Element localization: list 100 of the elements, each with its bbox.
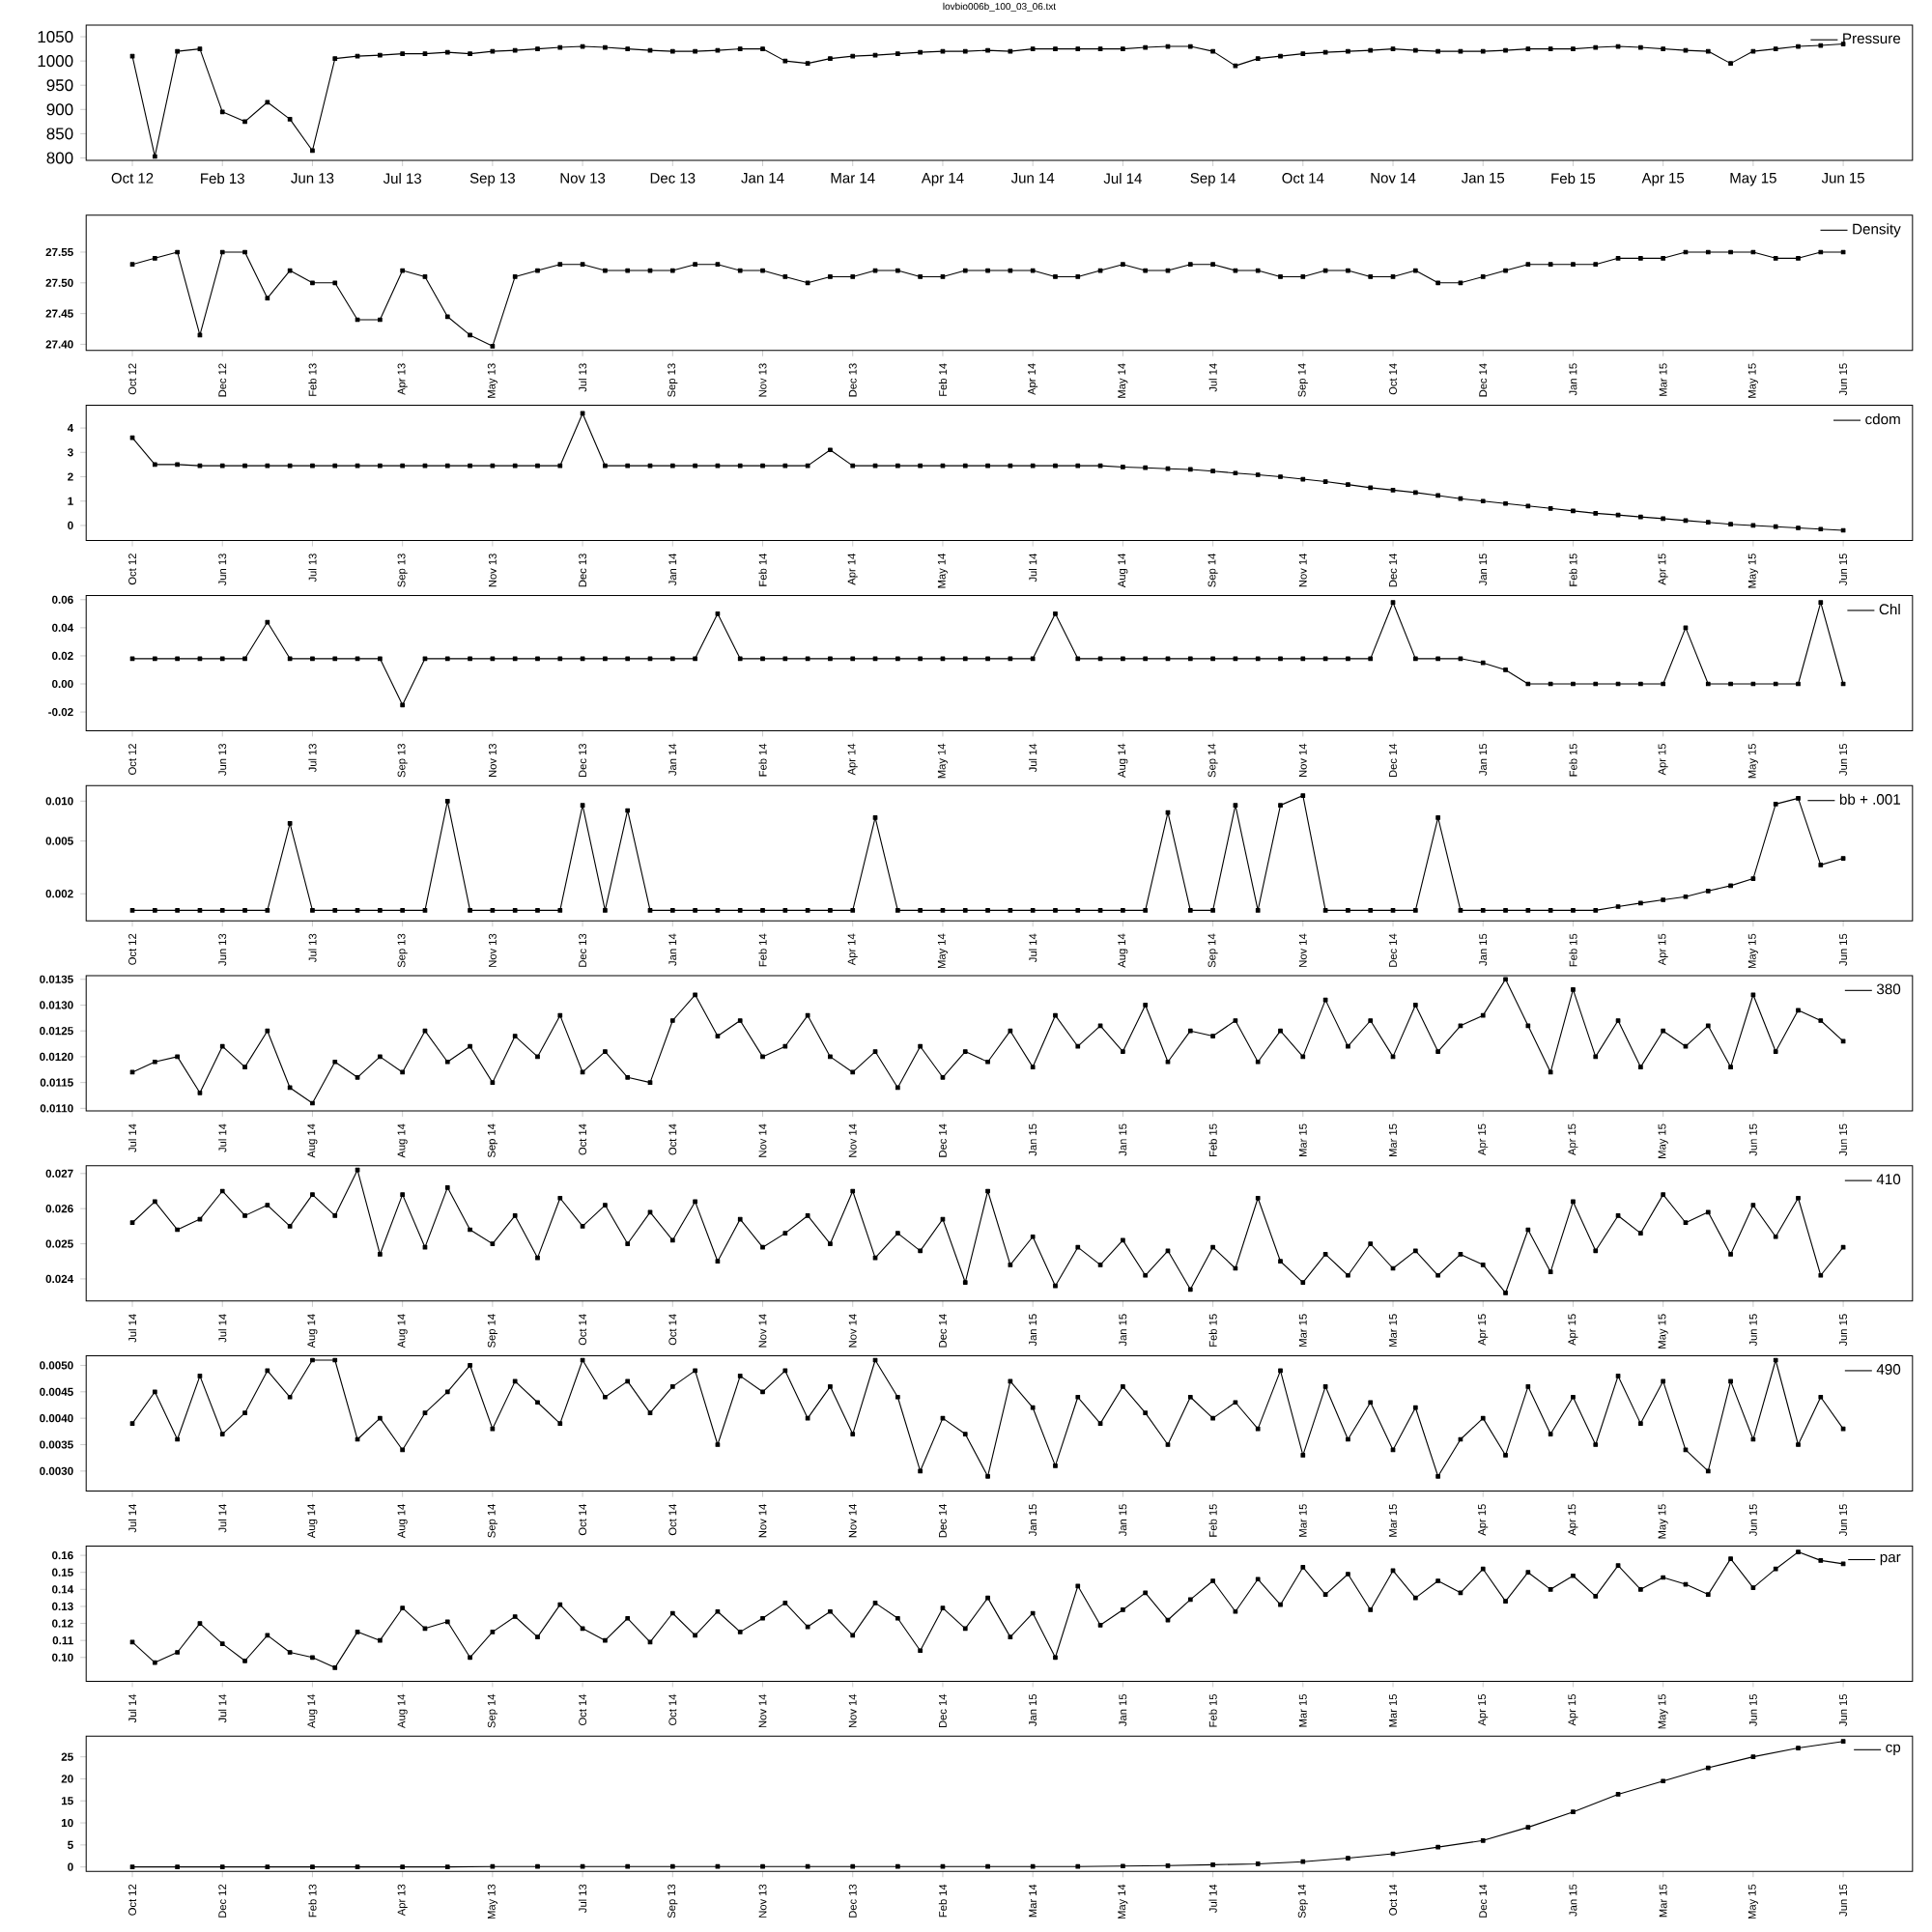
x-tick-label: Aug 14	[307, 1693, 318, 1728]
x-tick-label: Jun 15	[1839, 743, 1847, 776]
y-tick-label: 3	[67, 448, 73, 457]
y-tick-label: 2	[68, 472, 73, 481]
x-tick-label: Jan 15	[1119, 1314, 1127, 1347]
x-tick-label: Dec 12	[218, 363, 227, 397]
x-tick-label: Mar 15	[1298, 1504, 1307, 1537]
y-tick-label: 0.0120	[40, 1052, 73, 1062]
y-tick-label: 0.14	[52, 1585, 74, 1594]
x-tick-label: Nov 13	[560, 173, 606, 184]
x-tick-label: Mar 14	[831, 173, 875, 184]
x-tick-label: Feb 13	[308, 1884, 317, 1918]
x-tick-label: Feb 15	[1208, 1693, 1217, 1727]
point	[1121, 1863, 1125, 1869]
x-tick-label: Aug 14	[1118, 743, 1128, 778]
legend-label: cp	[1886, 1744, 1901, 1756]
y-tick-label: 25	[61, 1752, 73, 1761]
x-tick-label: May 14	[1118, 363, 1128, 398]
y-tick-label: 0.04	[52, 623, 74, 632]
x-tick-label: May 15	[1747, 933, 1758, 969]
x-tick-label: Dec 13	[848, 1884, 857, 1918]
y-tick-label: 0.025	[45, 1239, 73, 1248]
x-tick-label: Jun 15	[1748, 1123, 1757, 1156]
x-tick-label: Sep 14	[487, 1693, 497, 1728]
x-tick-label: Sep 14	[1208, 933, 1218, 968]
x-tick-label: Oct 14	[668, 1123, 677, 1155]
x-tick-label: Sep 13	[397, 743, 408, 778]
x-tick-label: Jan 14	[668, 743, 677, 776]
point	[400, 1864, 406, 1870]
x-tick-label: Jun 15	[1839, 1123, 1847, 1156]
x-tick-label: Jul 13	[578, 1884, 587, 1913]
x-tick-label: Jun 15	[1748, 1693, 1757, 1726]
y-tick-label: 800	[46, 152, 73, 164]
legend-label: bb + .001	[1839, 793, 1900, 805]
x-tick-label: Nov 14	[1371, 173, 1416, 184]
x-tick-label: Sep 14	[1297, 1884, 1308, 1918]
x-tick-label: May 15	[1658, 1314, 1668, 1349]
point	[580, 1863, 585, 1869]
x-tick-label: Jun 13	[218, 743, 227, 776]
x-tick-label: Dec 14	[1479, 363, 1488, 397]
x-tick-label: Feb 14	[758, 933, 767, 967]
x-tick-label: Mar 15	[1389, 1123, 1397, 1157]
x-tick-label: Dec 14	[1479, 1884, 1488, 1918]
y-tick-label: 0.024	[45, 1274, 74, 1284]
y-tick-label: 5	[68, 1840, 73, 1849]
x-tick-label: Oct 12	[128, 744, 136, 775]
x-tick-label: May 15	[1747, 554, 1758, 588]
x-tick-label: Jun 15	[1839, 363, 1847, 396]
x-tick-label: Jul 14	[1103, 173, 1142, 185]
x-tick-label: Jan 14	[668, 933, 677, 966]
x-tick-label: Aug 14	[307, 1314, 318, 1349]
x-tick-label: Nov 14	[758, 1314, 767, 1348]
x-tick-label: Oct 12	[128, 554, 136, 585]
x-tick-label: Mar 15	[1389, 1693, 1397, 1727]
x-tick-label: Jul 14	[1208, 363, 1217, 392]
x-tick-label: Oct 14	[668, 1314, 677, 1346]
point	[1705, 1765, 1711, 1771]
x-tick-label: Jun 15	[1839, 1693, 1847, 1726]
x-tick-label: Jan 14	[741, 173, 784, 184]
point	[760, 1863, 765, 1869]
x-tick-label: Jul 14	[128, 1693, 137, 1723]
x-tick-label: Dec 13	[650, 173, 696, 184]
x-tick-label: Oct 14	[579, 1504, 587, 1536]
x-tick-label: Nov 13	[488, 743, 497, 778]
y-tick-label: 4	[67, 424, 74, 433]
x-tick-label: Sep 14	[487, 1504, 497, 1538]
x-tick-label: Feb 15	[1569, 554, 1577, 586]
point	[1615, 1792, 1621, 1797]
point	[1480, 1837, 1486, 1843]
point	[1165, 1862, 1171, 1868]
y-tick-label: 0.10	[52, 1653, 73, 1662]
legend-label: 410	[1876, 1174, 1901, 1185]
x-tick-label: Nov 13	[488, 554, 497, 587]
x-tick-label: Jul 14	[1029, 554, 1037, 582]
point	[355, 1864, 360, 1870]
x-tick-label: Aug 14	[1118, 933, 1128, 968]
x-tick-label: Jan 15	[1461, 173, 1505, 184]
x-tick-label: Jun 13	[291, 173, 334, 184]
x-tick-label: Feb 15	[1569, 933, 1577, 967]
y-tick-label: 20	[61, 1775, 73, 1783]
x-tick-label: May 14	[937, 554, 948, 588]
x-tick-label: Sep 14	[1297, 363, 1308, 397]
x-tick-label: Jun 15	[1839, 1314, 1847, 1347]
x-tick-label: Sep 14	[487, 1314, 497, 1348]
x-tick-label: Mar 15	[1298, 1693, 1307, 1727]
point	[129, 1864, 135, 1870]
y-tick-label: 0.0110	[40, 1104, 73, 1113]
x-tick-label: May 15	[1730, 173, 1776, 186]
point	[444, 1864, 450, 1870]
x-tick-label: May 15	[1747, 1884, 1758, 1919]
x-tick-label: Jan 15	[1569, 363, 1577, 396]
x-tick-label: Sep 13	[397, 554, 408, 587]
x-tick-label: Mar 15	[1659, 1884, 1667, 1918]
y-tick-label: 0.027	[45, 1169, 73, 1178]
x-tick-label: Apr 15	[1478, 1314, 1489, 1346]
x-tick-label: Jan 15	[1029, 1693, 1037, 1726]
point	[1075, 1863, 1081, 1869]
y-tick-label: 850	[46, 128, 73, 140]
x-tick-label: Apr 15	[1478, 1693, 1489, 1726]
y-tick-label: 900	[46, 103, 73, 116]
